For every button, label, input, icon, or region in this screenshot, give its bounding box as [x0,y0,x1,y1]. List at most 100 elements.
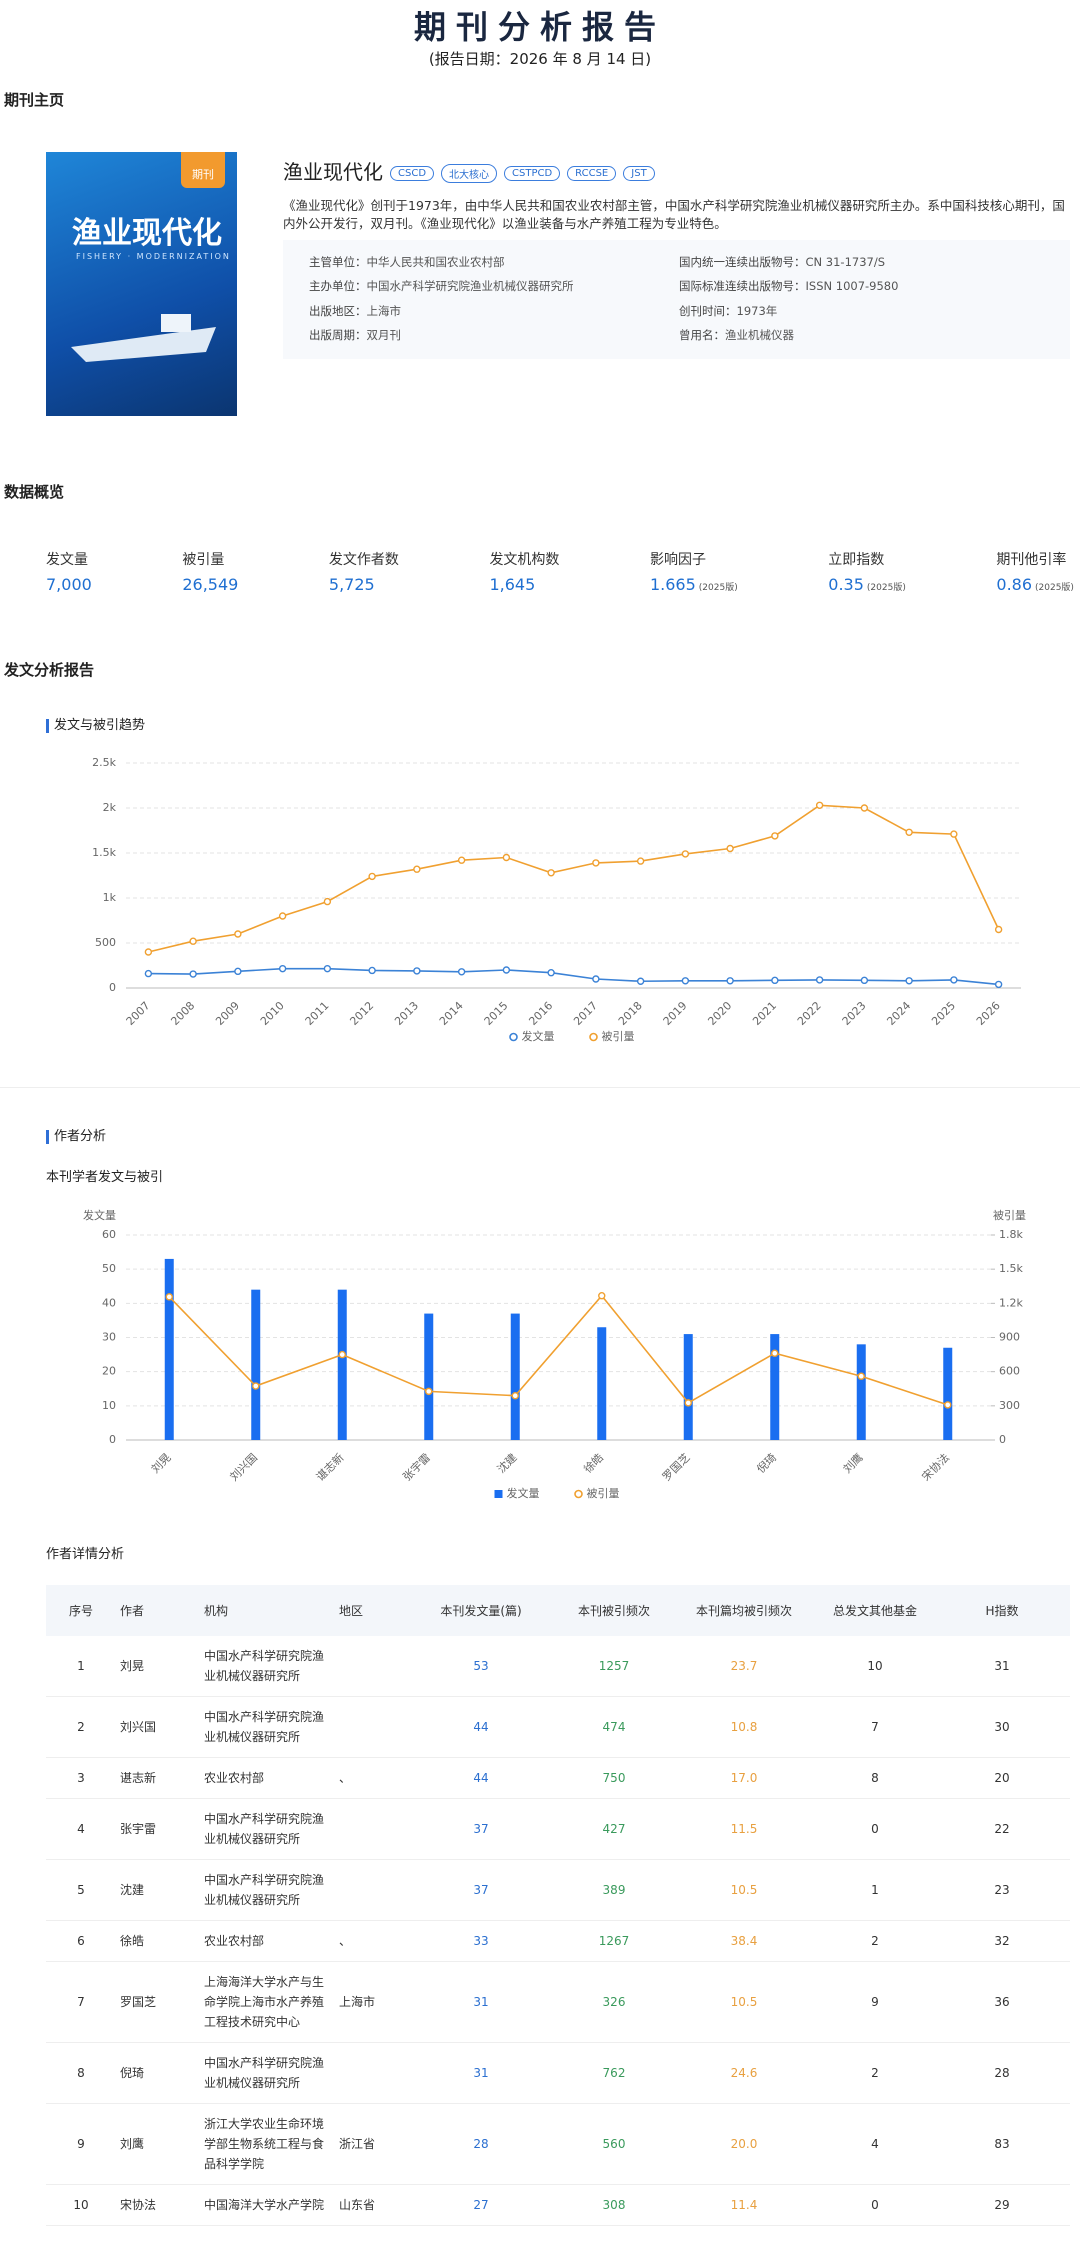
table-cell: 张宇雷 [116,1798,196,1860]
y-axis-name: 发文量 [83,1208,116,1222]
x-tick-label: 2023 [840,999,869,1028]
table-row: 2 刘兴国 中国水产科学研究院渔业机械仪器研究所 44 474 10.8 7 30 [46,1696,1070,1758]
point [547,968,555,977]
legend-marker [494,1490,503,1498]
point [681,850,690,858]
stat: 发文作者数 5,725 [329,549,399,594]
point [547,869,555,877]
journal-tag: 北大核心 [441,164,498,183]
table-cell: 上海海洋大学水产与生命学院上海市水产养殖工程技术研究中心 [196,1961,331,2043]
table-cell: 10.8 [672,1696,816,1758]
table-cell: 36 [934,1961,1070,2043]
info-value: 中国水产科学研究院渔业机械仪器研究所 [366,279,574,294]
x-tick-label: 2013 [392,999,421,1028]
stat-value-row: 5,725 [329,575,399,594]
stat-value: 1.665 [649,575,696,594]
table-cell: 20.0 [672,2103,816,2185]
x-tick-label: 2009 [213,999,242,1028]
table-cell: 4 [816,2103,934,2185]
point [684,1399,692,1407]
x-tick-label: 2018 [616,999,645,1028]
x-tick-label: 2008 [168,999,197,1028]
journal-tags: CSCD 北大核心 CSTPCD RCCSE JST [383,160,655,184]
table-row: 10 宋协法 中国海洋大学水产学院 山东省 27 308 11.4 0 29 [46,2184,1070,2226]
y-tick-label: 1k [103,891,117,904]
stat-note: (2025版) [866,583,906,593]
point [905,828,913,837]
stat-label: 立即指数 [828,552,885,568]
table-cell [331,1798,406,1860]
point [905,977,913,985]
x-tick-label: 2022 [795,999,824,1028]
table-cell: 中国水产科学研究院渔业机械仪器研究所 [196,1798,331,1860]
info-label: 国内统一连续出版物号： [679,255,806,269]
stat-value: 5,725 [328,575,375,594]
table-cell: 沈建 [116,1859,196,1921]
column-header: 总发文其他基金 [816,1585,934,1636]
table-cell: 10.5 [672,1961,816,2043]
info-value: 双月刊 [366,327,402,342]
table-cell: 37 [406,1798,556,1860]
stat-note: (2025版) [1035,583,1074,593]
info-label: 创刊时间： [679,303,737,318]
point [234,930,242,938]
table-cell: 83 [934,2103,1070,2185]
table-cell: 刘兴国 [116,1696,196,1758]
table-cell: 中国水产科学研究院渔业机械仪器研究所 [196,1636,331,1697]
point [502,966,511,974]
legend-marker [509,1032,518,1042]
table-cell: 33 [406,1920,556,1962]
point [636,977,645,985]
point [598,1292,606,1300]
point [950,830,958,838]
stat-value: 26,549 [182,575,239,594]
table-cell: 28 [934,2042,1070,2104]
point [457,968,466,976]
stat-label: 发文机构数 [489,552,560,568]
info-item: 曾用名：渔业机械仪器 [679,327,1044,345]
table-cell: 4 [46,1798,116,1860]
stat-value-row: 0.35 (2025版) [828,575,906,594]
y-tick-label: 60 [102,1228,116,1241]
table-cell: 1267 [556,1920,672,1962]
y-tick-label: 20 [102,1365,116,1378]
stat-label: 期刊他引率 [996,552,1067,568]
x-tick-label: 2014 [437,999,466,1028]
table-cell: 农业农村部 [196,1757,331,1799]
line [168,1294,949,1406]
section-title: 期刊主页 [4,91,65,109]
legend-marker [589,1032,598,1042]
y-tick-label: 30 [102,1331,116,1344]
bar [337,1289,347,1440]
y2-tick-label: 1.2k [999,1296,1023,1309]
bar [943,1347,953,1440]
table-row: 1 刘晃 中国水产科学研究院渔业机械仪器研究所 53 1257 23.7 10 31 [46,1636,1070,1697]
x-tick-label: 2019 [661,999,690,1028]
info-item: 出版周期：双月刊 [309,327,679,345]
table-cell: 389 [556,1859,672,1921]
column-header: 本刊被引频次 [556,1585,672,1636]
x-tick-label: 2007 [124,999,153,1028]
point [726,844,734,853]
point [771,976,779,985]
chart-title: 本刊学者发文与被引 [46,1170,164,1185]
table-cell: 1257 [556,1636,672,1697]
table-cell: 宋协法 [116,2184,196,2226]
column-header: 机构 [196,1585,331,1636]
point [323,897,332,906]
y-tick-label: 50 [102,1262,116,1275]
table-cell: 10 [816,1636,934,1697]
table-cell: 3 [46,1757,116,1799]
info-value: 上海市 [366,303,402,318]
legend-marker [574,1489,583,1499]
y2-tick-label: 300 [999,1399,1020,1412]
point [726,977,734,985]
table-row: 5 沈建 中国水产科学研究院渔业机械仪器研究所 37 389 10.5 1 23 [46,1859,1070,1921]
x-tick-label: 2011 [303,999,332,1028]
y2-tick-label: 600 [999,1365,1020,1378]
table-cell: 10 [46,2184,116,2226]
table-cell: 31 [934,1636,1070,1697]
table-cell: 7 [46,1961,116,2043]
